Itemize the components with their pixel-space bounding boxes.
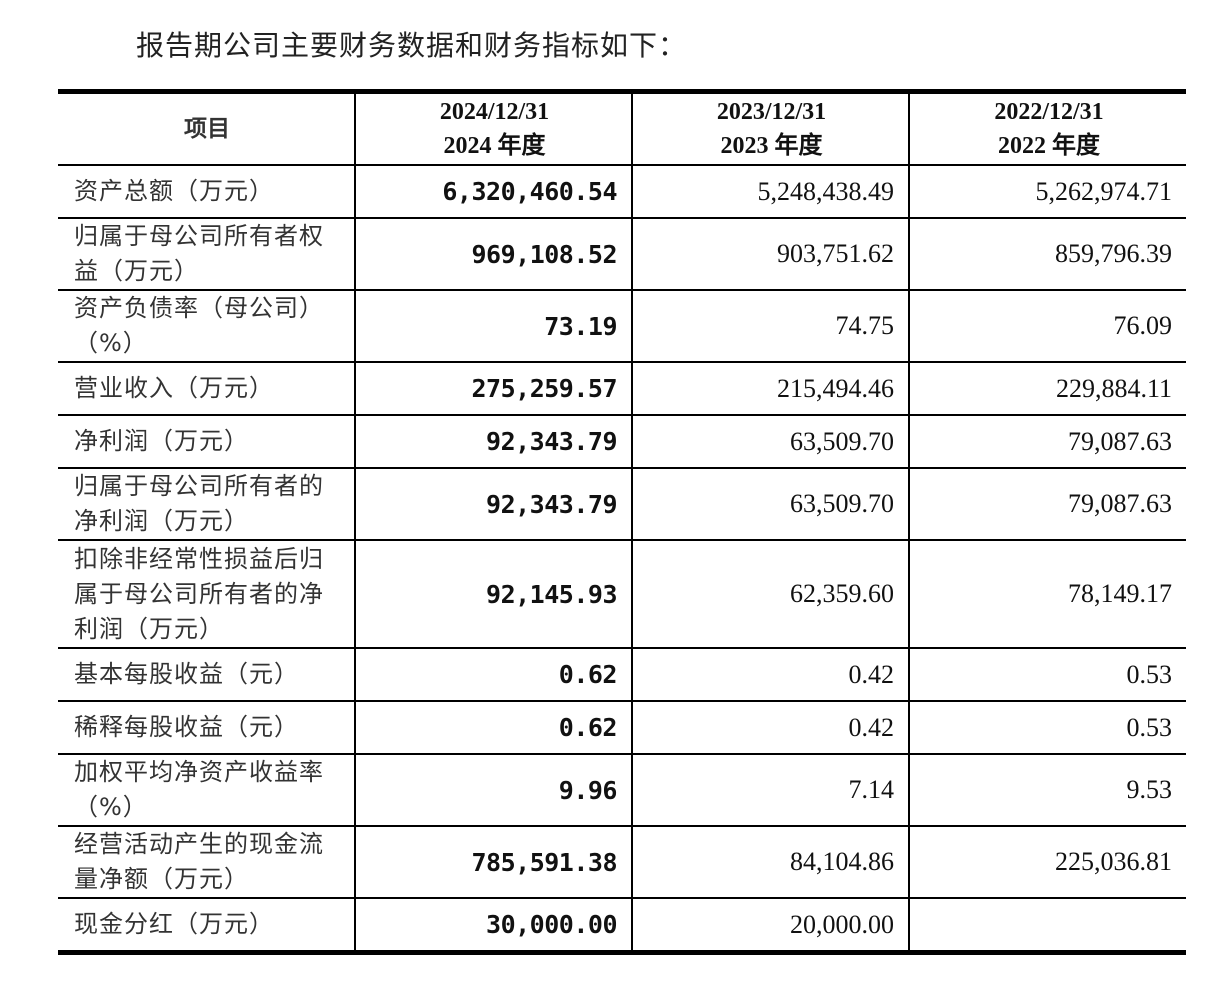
value-2022: 9.53 xyxy=(908,753,1186,827)
value-2023: 0.42 xyxy=(631,647,910,702)
table-row: 经营活动产生的现金流量净额（万元） 785,591.38 84,104.86 2… xyxy=(58,825,1186,899)
value-2022: 5,262,974.71 xyxy=(908,164,1186,219)
table-row: 扣除非经常性损益后归属于母公司所有者的净利润（万元） 92,145.93 62,… xyxy=(58,539,1186,649)
value-2022: 225,036.81 xyxy=(908,825,1186,899)
value-2022: 859,796.39 xyxy=(908,217,1186,291)
table-row: 资产负债率（母公司）（%） 73.19 74.75 76.09 xyxy=(58,289,1186,363)
table-row: 基本每股收益（元） 0.62 0.42 0.53 xyxy=(58,647,1186,702)
value-2024: 0.62 xyxy=(354,647,633,702)
header-2022: 2022/12/31 2022 年度 xyxy=(908,89,1186,166)
value-2024: 92,343.79 xyxy=(354,414,633,469)
financial-data-table: 项目 2024/12/31 2024 年度 2023/12/31 2023 年度 2… xyxy=(58,89,1186,955)
table-row: 归属于母公司所有者的净利润（万元） 92,343.79 63,509.70 79… xyxy=(58,467,1186,541)
table-row: 加权平均净资产收益率（%） 9.96 7.14 9.53 xyxy=(58,753,1186,827)
value-2023: 7.14 xyxy=(631,753,910,827)
value-2023: 5,248,438.49 xyxy=(631,164,910,219)
row-label: 现金分红（万元） xyxy=(58,897,356,955)
value-2023: 20,000.00 xyxy=(631,897,910,955)
value-2022: 0.53 xyxy=(908,700,1186,755)
row-label: 净利润（万元） xyxy=(58,414,356,469)
row-label: 加权平均净资产收益率（%） xyxy=(58,753,356,827)
row-label: 基本每股收益（元） xyxy=(58,647,356,702)
value-2024: 92,145.93 xyxy=(354,539,633,649)
header-2024: 2024/12/31 2024 年度 xyxy=(354,89,633,166)
value-2023: 215,494.46 xyxy=(631,361,910,416)
value-2023: 62,359.60 xyxy=(631,539,910,649)
row-label: 资产总额（万元） xyxy=(58,164,356,219)
row-label: 经营活动产生的现金流量净额（万元） xyxy=(58,825,356,899)
value-2023: 903,751.62 xyxy=(631,217,910,291)
value-2024: 9.96 xyxy=(354,753,633,827)
value-2023: 63,509.70 xyxy=(631,414,910,469)
row-label: 扣除非经常性损益后归属于母公司所有者的净利润（万元） xyxy=(58,539,356,649)
value-2024: 6,320,460.54 xyxy=(354,164,633,219)
row-label: 归属于母公司所有者的净利润（万元） xyxy=(58,467,356,541)
row-label: 归属于母公司所有者权益（万元） xyxy=(58,217,356,291)
value-2024: 30,000.00 xyxy=(354,897,633,955)
table-row: 现金分红（万元） 30,000.00 20,000.00 xyxy=(58,897,1186,955)
table-header-row: 项目 2024/12/31 2024 年度 2023/12/31 2023 年度 2… xyxy=(58,89,1186,166)
value-2022: 0.53 xyxy=(908,647,1186,702)
value-2022 xyxy=(908,897,1186,955)
value-2024: 0.62 xyxy=(354,700,633,755)
value-2024: 785,591.38 xyxy=(354,825,633,899)
value-2024: 73.19 xyxy=(354,289,633,363)
table-row: 净利润（万元） 92,343.79 63,509.70 79,087.63 xyxy=(58,414,1186,469)
row-label: 资产负债率（母公司）（%） xyxy=(58,289,356,363)
value-2022: 79,087.63 xyxy=(908,467,1186,541)
value-2023: 74.75 xyxy=(631,289,910,363)
table-row: 资产总额（万元） 6,320,460.54 5,248,438.49 5,262… xyxy=(58,164,1186,219)
value-2022: 229,884.11 xyxy=(908,361,1186,416)
table-row: 营业收入（万元） 275,259.57 215,494.46 229,884.1… xyxy=(58,361,1186,416)
table-row: 归属于母公司所有者权益（万元） 969,108.52 903,751.62 85… xyxy=(58,217,1186,291)
value-2023: 63,509.70 xyxy=(631,467,910,541)
table-row: 稀释每股收益（元） 0.62 0.42 0.53 xyxy=(58,700,1186,755)
value-2024: 969,108.52 xyxy=(354,217,633,291)
value-2024: 92,343.79 xyxy=(354,467,633,541)
header-2023: 2023/12/31 2023 年度 xyxy=(631,89,910,166)
intro-text: 报告期公司主要财务数据和财务指标如下： xyxy=(136,29,688,62)
value-2023: 84,104.86 xyxy=(631,825,910,899)
value-2024: 275,259.57 xyxy=(354,361,633,416)
header-item: 项目 xyxy=(58,89,356,166)
row-label: 营业收入（万元） xyxy=(58,361,356,416)
value-2022: 78,149.17 xyxy=(908,539,1186,649)
value-2022: 79,087.63 xyxy=(908,414,1186,469)
value-2022: 76.09 xyxy=(908,289,1186,363)
row-label: 稀释每股收益（元） xyxy=(58,700,356,755)
value-2023: 0.42 xyxy=(631,700,910,755)
